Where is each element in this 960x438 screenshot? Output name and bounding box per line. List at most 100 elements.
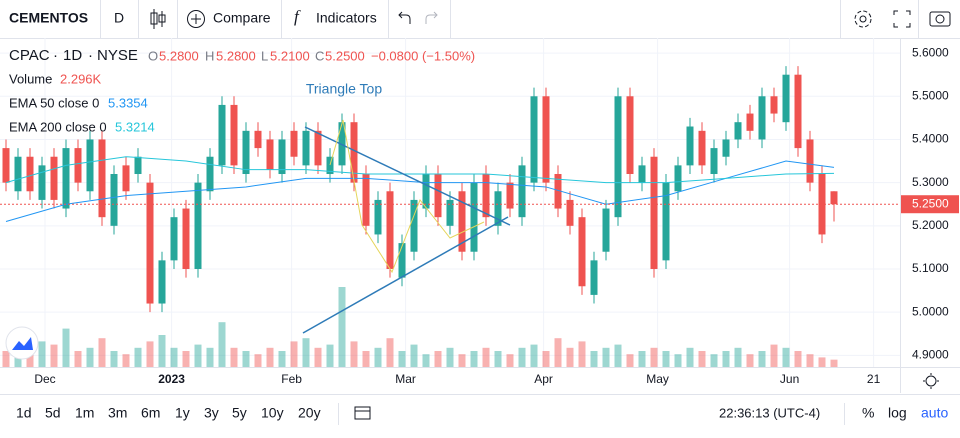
legend-exchange: NYSE [97,47,138,64]
x-tick-label: Jun [780,372,799,386]
volume-bar [158,335,166,367]
y-tick-label: 5.0000 [912,304,949,318]
x-tick-label: 21 [867,372,881,386]
candle-body [350,122,358,183]
volume-bar [662,351,670,367]
volume-bar [698,351,706,367]
candle-body [2,148,10,183]
compare-icon[interactable] [187,10,205,28]
axes: 4.9000 5.0000 5.1000 5.2000 5.3000 5.4000 5.50… [34,45,959,386]
candle-body [422,174,430,209]
legend-o: 5.2800 [159,48,199,63]
undo-icon[interactable] [398,11,411,24]
ema200-value: 5.3214 [115,119,155,134]
volume-bar [638,351,646,367]
volume-bar [398,351,406,367]
volume-bar [254,354,262,367]
redo-icon[interactable] [425,11,438,24]
candle-body [98,139,106,218]
snapshot-icon[interactable] [929,11,951,27]
y-tick-label: 5.1000 [912,261,949,275]
ema200-label: EMA 200 close 0 [9,119,107,134]
range-button[interactable]: 3y [204,405,219,421]
range-button[interactable]: 5y [232,405,247,421]
candle-body [362,174,370,226]
volume-bar [242,351,250,367]
percent-toggle[interactable]: % [862,405,874,421]
logo[interactable] [5,326,39,360]
volume-bar [590,351,598,367]
range-button[interactable]: 1d [16,405,32,421]
volume-value: 2.296K [60,71,102,86]
volume-bar [710,354,718,367]
fullscreen-icon[interactable] [893,10,911,28]
candle-body [278,139,286,175]
candle-body [554,174,562,209]
ema-line [5,160,835,222]
range-button[interactable]: 5d [45,405,61,421]
volume-bar [482,347,490,367]
plot [0,66,900,313]
volume-bar [770,344,778,367]
range-button[interactable]: 10y [261,405,284,421]
candle-body [218,104,226,166]
volume-bar [794,351,802,367]
candle-body [50,156,58,200]
volume-bar [674,354,682,367]
candle-body [542,96,550,183]
volume-bar [230,347,238,367]
candle-body [458,191,466,252]
log-toggle[interactable]: log [888,405,907,421]
chart-type-icon[interactable] [150,9,166,29]
indicators-button[interactable]: Indicators [316,10,377,26]
last-price-label: 5.2500 [912,196,949,210]
candle-body [182,208,190,269]
settings-icon[interactable] [854,10,872,28]
volume-bar [446,347,454,367]
clock: 22:36:13 (UTC-4) [719,405,820,420]
candle-body [602,208,610,252]
volume-bar [434,351,442,367]
indicators-icon[interactable]: f [294,7,301,26]
volume-bar [326,344,334,367]
candle-body [302,130,310,166]
range-button[interactable]: 20y [298,405,321,421]
candle-body [434,174,442,218]
volume-bar [134,347,142,367]
candle-body [62,148,70,209]
range-button[interactable]: 3m [108,405,127,421]
time-settings-icon[interactable] [923,373,939,389]
volume-pane [2,287,838,367]
volume-bar [518,347,526,367]
volume-bar [650,347,658,367]
range-button[interactable]: 1y [175,405,190,421]
candle-body [590,260,598,295]
range-button[interactable]: 1m [75,405,94,421]
candle-body [254,130,262,149]
candle-body [338,122,346,166]
candle-body [446,199,454,226]
volume-bar [2,351,10,367]
volume-bar [566,347,574,367]
symbol-button[interactable]: CEMENTOS [9,10,88,26]
interval-button[interactable]: D [114,10,124,26]
volume-bar [86,347,94,367]
candle-body [566,199,574,226]
volume-bar [26,354,34,367]
volume-bar [122,354,130,367]
candle-body [662,182,670,261]
volume-bar [554,338,562,367]
candle-body [698,130,706,166]
range-button[interactable]: 6m [141,405,160,421]
candle-body [206,156,214,192]
goto-date-icon[interactable] [354,406,371,420]
x-tick-label: Apr [534,372,553,386]
candle-body [506,182,514,209]
candle-body [746,113,754,131]
volume-bar [470,351,478,367]
volume-bar [422,354,430,367]
auto-toggle[interactable]: auto [921,405,948,421]
compare-button[interactable]: Compare [213,10,271,26]
volume-bar [830,359,838,367]
